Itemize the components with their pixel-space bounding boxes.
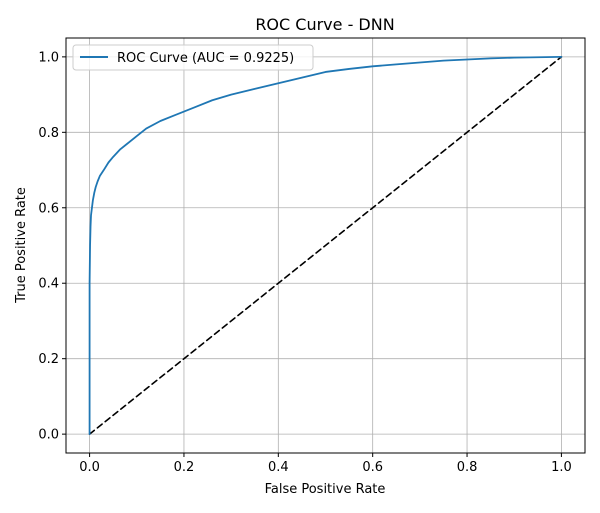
plot-frame bbox=[65, 37, 586, 454]
y-axis-label: True Positive Rate bbox=[14, 187, 29, 304]
y-tick-label: 0.2 bbox=[38, 352, 59, 367]
x-tick-label: 0.0 bbox=[79, 460, 100, 475]
y-tick-label: 0.6 bbox=[38, 201, 59, 216]
x-tick-label: 0.8 bbox=[457, 460, 478, 475]
x-tick-label: 0.2 bbox=[174, 460, 195, 475]
x-axis-ticks: 0.0 0.2 0.4 0.6 0.8 1.0 bbox=[79, 453, 572, 475]
diagonal-reference-line bbox=[88, 56, 563, 435]
y-tick-label: 0.4 bbox=[38, 277, 59, 292]
y-tick-label: 1.0 bbox=[38, 50, 59, 65]
legend: ROC Curve (AUC = 0.9225) bbox=[72, 44, 314, 71]
grid-lines bbox=[66, 38, 585, 453]
plot-area bbox=[88, 55, 563, 436]
roc-curve-line bbox=[88, 55, 563, 436]
chart-title: ROC Curve - DNN bbox=[255, 15, 394, 34]
legend-box bbox=[72, 44, 314, 71]
x-tick-label: 1.0 bbox=[551, 460, 572, 475]
x-axis-label: False Positive Rate bbox=[265, 482, 386, 497]
y-axis-ticks: 0.0 0.2 0.4 0.6 0.8 1.0 bbox=[38, 50, 66, 443]
y-tick-label: 0.0 bbox=[38, 428, 59, 443]
y-tick-label: 0.8 bbox=[38, 126, 59, 141]
x-tick-label: 0.4 bbox=[268, 460, 289, 475]
x-tick-label: 0.6 bbox=[362, 460, 383, 475]
legend-entry-label: ROC Curve (AUC = 0.9225) bbox=[117, 51, 294, 66]
